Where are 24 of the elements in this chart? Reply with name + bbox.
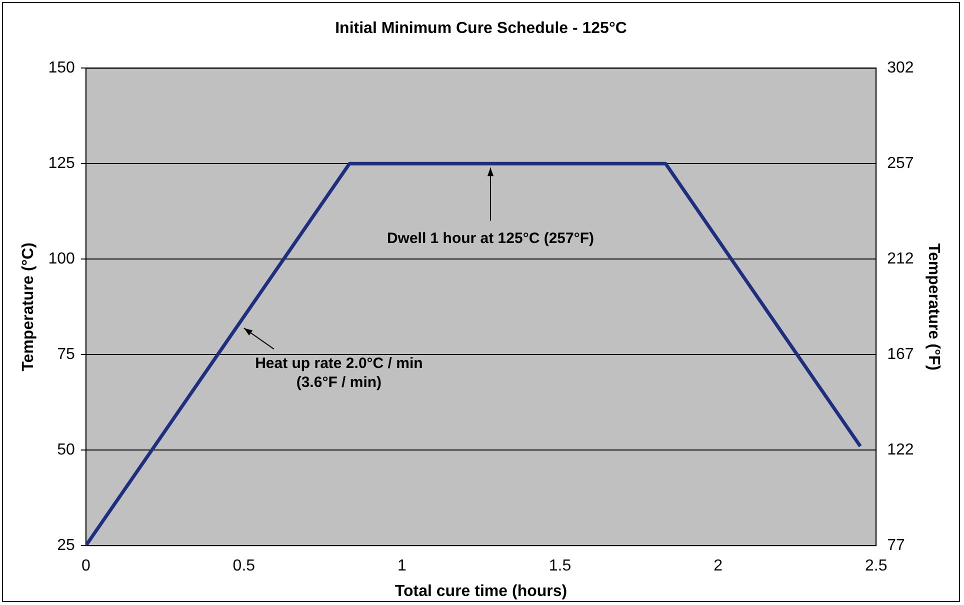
y-tick-label: 100 bbox=[48, 250, 75, 268]
x-tick-label: 2.5 bbox=[864, 558, 888, 575]
y2-tick-label: 212 bbox=[887, 250, 914, 268]
x-tick-label: 0 bbox=[81, 558, 90, 575]
x-tick-label: 0.5 bbox=[232, 558, 256, 575]
y2-tick-label: 167 bbox=[887, 346, 914, 364]
y-tick-label: 150 bbox=[48, 60, 75, 77]
annotation: Heat up rate 2.0°C / min (3.6°F / min) bbox=[255, 355, 423, 392]
x-tick-label: 2 bbox=[714, 558, 723, 575]
x-tick-label: 1.5 bbox=[548, 558, 572, 575]
y2-tick-label: 77 bbox=[887, 537, 906, 554]
y-axis-title: Temperature (°C) bbox=[20, 242, 38, 372]
y-tick-label: 50 bbox=[57, 442, 75, 459]
y2-tick-label: 302 bbox=[887, 60, 914, 77]
y-tick-label: 125 bbox=[48, 155, 75, 172]
y2-tick-label: 122 bbox=[887, 442, 914, 459]
x-tick-label: 1 bbox=[398, 558, 407, 575]
y2-axis-title: Temperature (°F) bbox=[924, 243, 942, 370]
chart-title: Initial Minimum Cure Schedule - 125°C bbox=[335, 20, 628, 38]
x-axis-title: Total cure time (hours) bbox=[394, 582, 568, 600]
y2-tick-label: 257 bbox=[887, 155, 914, 172]
y-tick-label: 25 bbox=[57, 537, 75, 554]
y-tick-label: 75 bbox=[57, 346, 75, 364]
annotation: Dwell 1 hour at 125°C (257°F) bbox=[386, 230, 594, 247]
